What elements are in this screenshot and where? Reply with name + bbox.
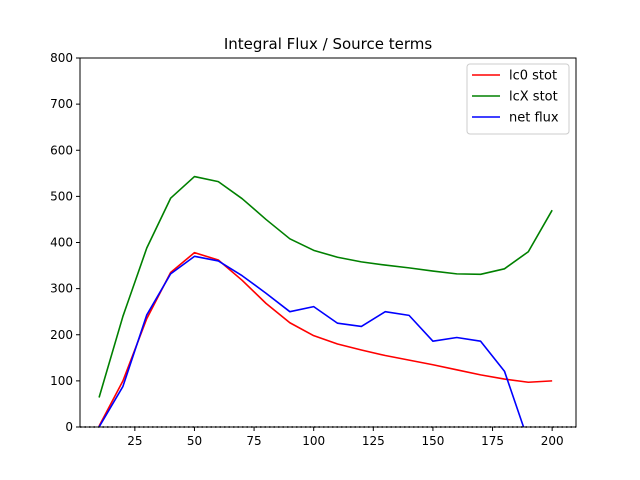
legend-label-3: net flux: [509, 111, 559, 126]
x-tick-label: 75: [246, 434, 261, 448]
x-tick-label: 200: [541, 434, 564, 448]
x-tick-label: 50: [187, 434, 202, 448]
x-tick-label: 175: [481, 434, 504, 448]
x-tick-label: 125: [362, 434, 385, 448]
y-tick-label: 700: [50, 97, 73, 111]
x-tick-label: 25: [127, 434, 142, 448]
axes: 25 50 75 100 125 150 175 200 0 100 200 300 400 500 600…: [50, 51, 577, 448]
legend-label-1: lc0 stot: [509, 69, 557, 84]
chart-title: Integral Flux / Source terms: [224, 35, 433, 53]
y-tick-label: 500: [50, 189, 73, 203]
y-tick-label: 300: [50, 282, 73, 296]
x-tick-label: 100: [302, 434, 325, 448]
x-tick-label: 150: [421, 434, 444, 448]
y-tick-label: 100: [50, 374, 73, 388]
series-line-2: [98, 175, 553, 398]
y-tick-label: 600: [50, 143, 73, 157]
y-tick-label: 0: [65, 420, 73, 434]
series-line-3: [98, 255, 525, 427]
y-tick-label: 200: [50, 328, 73, 342]
y-tick-label: 400: [50, 236, 73, 250]
legend: lc0 stot lcX stot net flux: [466, 63, 570, 135]
legend-label-2: lcX stot: [509, 90, 558, 105]
y-tick-label: 800: [50, 51, 73, 65]
series-line-1: [98, 251, 553, 427]
